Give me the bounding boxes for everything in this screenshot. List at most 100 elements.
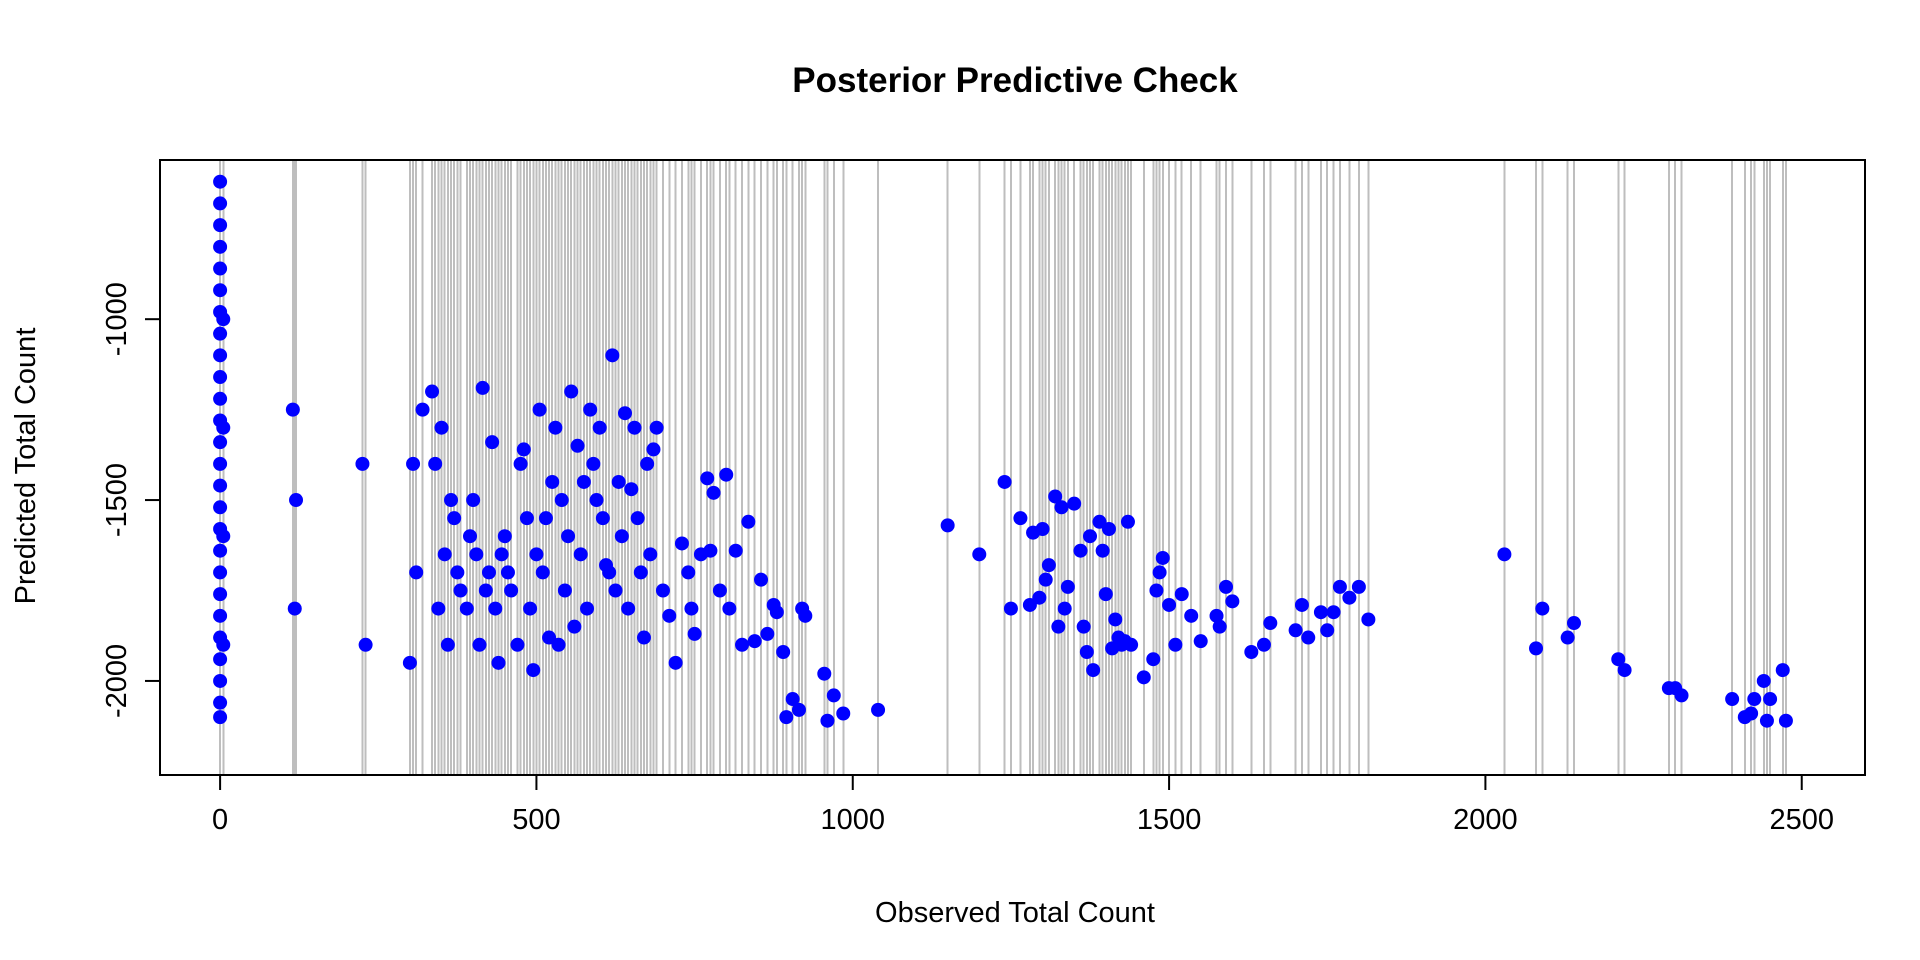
data-point [576,474,591,489]
data-point [1079,645,1094,659]
y-tick-label: -1000 [101,282,133,356]
data-point [289,493,304,508]
data-point [519,511,534,526]
data-point [485,435,500,450]
data-point [542,630,557,645]
data-point [213,370,228,385]
data-point [213,326,228,341]
data-point [355,456,370,471]
data-point [409,565,424,580]
data-point [1744,706,1759,721]
data-point [213,391,228,406]
data-point [434,420,449,435]
data-point [836,706,851,721]
x-tick-label: 0 [212,804,228,836]
data-point [497,529,512,544]
x-tick-label: 2000 [1453,804,1518,836]
data-point [754,572,769,587]
data-point [488,601,503,616]
data-point [1244,645,1259,659]
data-point [466,493,481,508]
data-point [1529,641,1544,656]
data-point [589,493,604,508]
data-point [1294,597,1309,612]
data-point [213,500,228,515]
data-point [1095,543,1110,558]
data-point [287,601,302,616]
data-point [1073,543,1088,558]
data-point [213,652,228,667]
data-point [1162,597,1177,612]
data-point [1725,692,1740,707]
data-point [469,547,484,562]
data-point [358,637,373,652]
data-point [728,543,743,558]
data-point [213,261,228,276]
data-point [1775,663,1790,678]
data-point [1497,547,1512,562]
data-point [406,456,421,471]
data-point [1778,713,1793,728]
data-point [459,601,474,616]
data-point [1124,637,1139,652]
data-point [646,442,661,457]
data-point [602,565,617,580]
data-point [871,702,886,717]
data-point [1759,713,1774,728]
data-point [1032,590,1047,605]
data-point [1013,511,1028,526]
data-point [1351,579,1366,594]
data-point [1288,623,1303,638]
data-point [1076,619,1091,634]
data-point [535,565,550,580]
data-point [586,456,601,471]
data-point [649,420,664,435]
data-point [636,630,651,645]
data-point [583,402,598,417]
data-point [491,655,506,670]
data-point [785,692,800,707]
data-point [684,601,699,616]
data-point [1120,514,1135,529]
data-point [1003,601,1018,616]
data-point [1617,663,1632,678]
data-point [213,218,228,233]
data-point [1326,605,1341,620]
data-point [213,174,228,189]
data-point [213,710,228,725]
data-point [1209,608,1224,623]
data-point [1168,637,1183,652]
data-point [532,402,547,417]
data-point [567,619,582,634]
data-point [1146,652,1161,667]
y-tick-label: -2000 [101,644,133,718]
data-point [1320,623,1335,638]
data-point [1041,558,1056,573]
data-point [769,605,784,620]
x-axis-label: Observed Total Count [875,897,1155,929]
data-point [1756,673,1771,688]
data-point [655,583,670,598]
data-point [545,474,560,489]
data-point [510,637,525,652]
data-point [557,583,572,598]
data-point [1022,597,1037,612]
data-point [1067,496,1082,511]
interval-lines [219,161,1787,774]
data-point [1086,663,1101,678]
x-tick-label: 2500 [1769,804,1834,836]
data-point [504,583,519,598]
data-point [1108,612,1123,627]
data-point [437,547,452,562]
data-point [425,384,440,399]
data-point [428,456,443,471]
data-point [621,601,636,616]
data-point [213,587,228,602]
data-point [1174,587,1189,602]
data-point [972,547,987,562]
data-point [447,511,462,526]
data-point [216,529,231,544]
data-point [444,493,459,508]
data-point [760,626,775,641]
y-axis-label: Predicted Total Count [10,328,42,605]
